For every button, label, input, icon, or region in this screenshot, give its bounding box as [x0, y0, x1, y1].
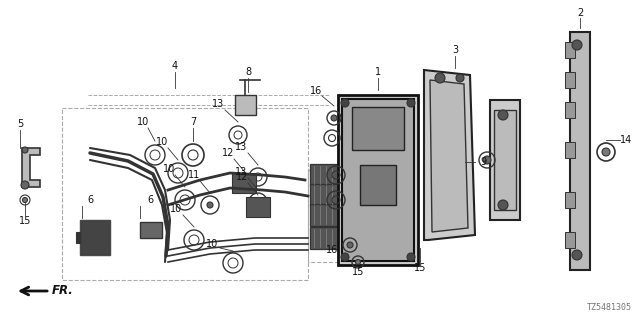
- Polygon shape: [490, 100, 520, 220]
- Circle shape: [347, 242, 353, 248]
- Polygon shape: [140, 222, 162, 238]
- Polygon shape: [338, 95, 418, 265]
- Polygon shape: [565, 42, 575, 58]
- Circle shape: [456, 74, 464, 82]
- Circle shape: [435, 73, 445, 83]
- Text: 13: 13: [235, 167, 247, 177]
- Text: 10: 10: [156, 137, 168, 147]
- Polygon shape: [565, 232, 575, 248]
- Polygon shape: [235, 95, 256, 115]
- Circle shape: [21, 181, 29, 189]
- Polygon shape: [570, 32, 590, 270]
- Text: 10: 10: [170, 204, 182, 214]
- Text: TZ5481305: TZ5481305: [587, 303, 632, 312]
- Text: 15: 15: [414, 263, 426, 273]
- Circle shape: [341, 253, 349, 261]
- Text: 3: 3: [452, 45, 458, 55]
- Polygon shape: [565, 72, 575, 88]
- Text: 12: 12: [222, 148, 234, 158]
- Text: 16: 16: [310, 86, 322, 96]
- Text: 10: 10: [206, 239, 218, 249]
- Text: 13: 13: [235, 142, 247, 152]
- Circle shape: [22, 147, 28, 153]
- Text: 16: 16: [326, 245, 338, 255]
- Text: 6: 6: [87, 195, 93, 205]
- Circle shape: [22, 197, 28, 203]
- Text: 1: 1: [375, 67, 381, 77]
- Text: 4: 4: [172, 61, 178, 71]
- Circle shape: [407, 99, 415, 107]
- Circle shape: [572, 250, 582, 260]
- Text: 12: 12: [236, 172, 248, 182]
- Circle shape: [572, 40, 582, 50]
- Polygon shape: [424, 70, 475, 240]
- Circle shape: [331, 115, 337, 121]
- Text: 11: 11: [188, 170, 200, 180]
- Polygon shape: [565, 102, 575, 118]
- Polygon shape: [310, 204, 338, 226]
- Text: 15: 15: [352, 267, 364, 277]
- Polygon shape: [246, 197, 270, 217]
- Circle shape: [341, 99, 349, 107]
- Polygon shape: [342, 99, 414, 261]
- Circle shape: [498, 200, 508, 210]
- Text: 5: 5: [17, 119, 23, 129]
- Text: 7: 7: [190, 117, 196, 127]
- Circle shape: [498, 110, 508, 120]
- Text: 14: 14: [620, 135, 632, 145]
- Text: 10: 10: [163, 164, 175, 174]
- Text: 10: 10: [137, 117, 149, 127]
- Text: 13: 13: [212, 99, 224, 109]
- Polygon shape: [360, 165, 396, 205]
- Circle shape: [355, 260, 360, 265]
- Circle shape: [602, 148, 610, 156]
- Polygon shape: [22, 148, 40, 187]
- Text: FR.: FR.: [52, 284, 74, 298]
- Polygon shape: [352, 107, 404, 150]
- Polygon shape: [494, 110, 516, 210]
- Text: 8: 8: [245, 67, 251, 77]
- Text: 2: 2: [577, 8, 583, 18]
- Text: 9: 9: [480, 157, 486, 167]
- Polygon shape: [310, 227, 338, 249]
- Polygon shape: [565, 142, 575, 158]
- Circle shape: [483, 156, 491, 164]
- Polygon shape: [76, 232, 80, 243]
- Polygon shape: [565, 192, 575, 208]
- Text: 6: 6: [147, 195, 153, 205]
- Polygon shape: [310, 184, 338, 206]
- Polygon shape: [430, 80, 468, 232]
- Polygon shape: [310, 164, 338, 186]
- Polygon shape: [80, 220, 110, 255]
- Circle shape: [207, 202, 213, 208]
- Circle shape: [407, 253, 415, 261]
- Text: 15: 15: [19, 216, 31, 226]
- Polygon shape: [232, 173, 256, 193]
